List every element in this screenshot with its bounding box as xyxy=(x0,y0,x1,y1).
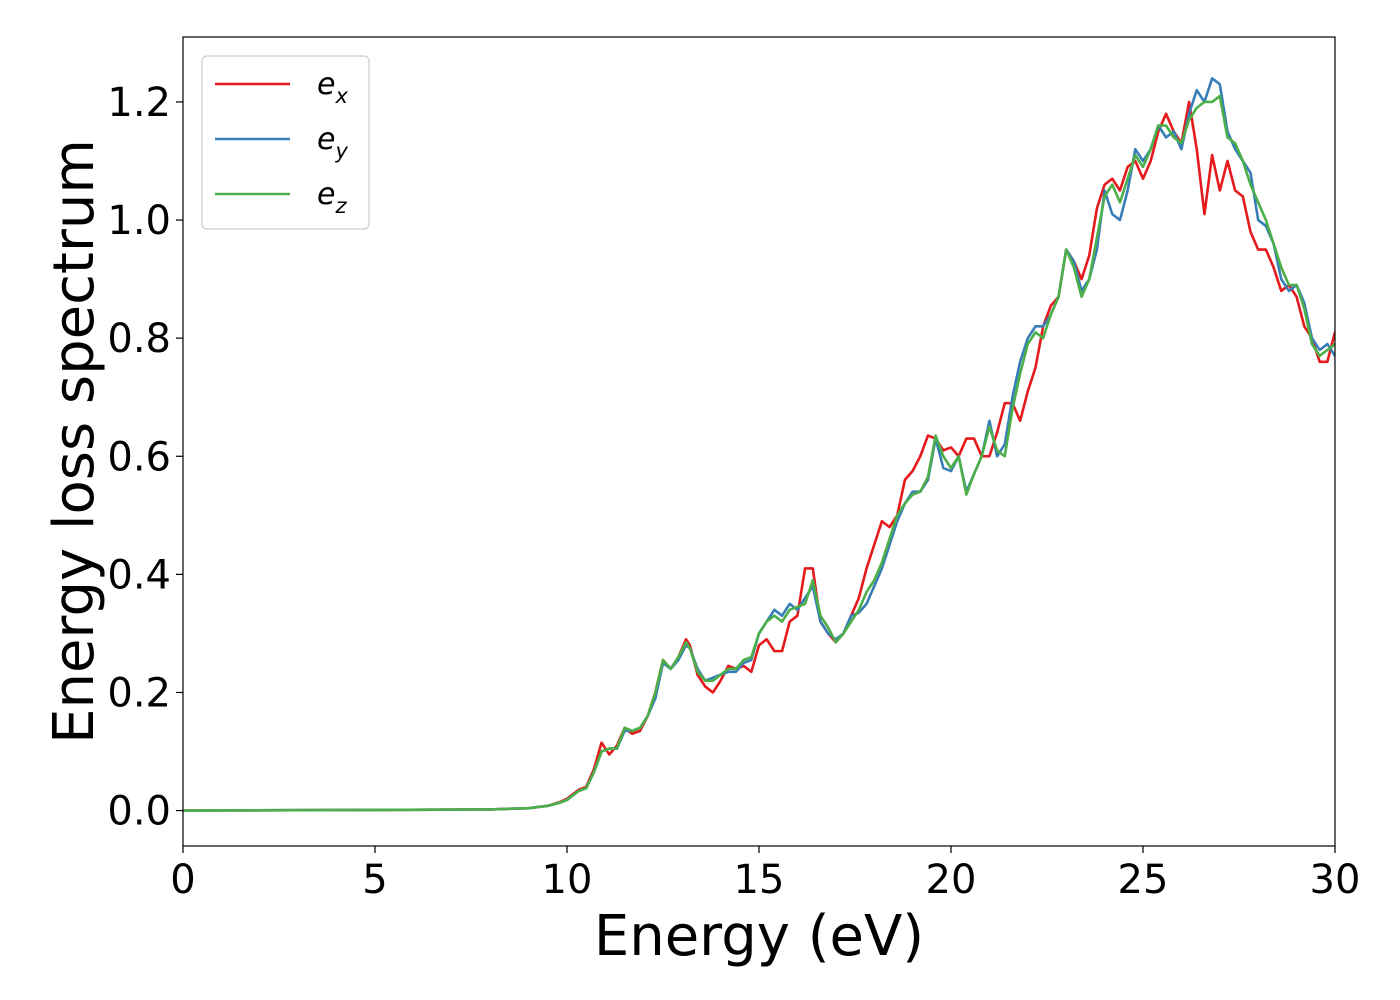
legend-label-y: ey xyxy=(317,122,348,163)
y-tick-label: 0.4 xyxy=(107,552,171,598)
legend-label-z: ez xyxy=(317,177,347,218)
y-tick-label: 0.6 xyxy=(107,434,171,480)
x-tick-label: 10 xyxy=(542,857,593,903)
x-tick-label: 20 xyxy=(926,857,977,903)
ticks-layer: 0 5 10 15 20 25 30 0.0 0.2 0.4 0.6 0.8 1.0 1.2 xyxy=(107,80,1360,903)
x-tick-label: 5 xyxy=(362,857,387,903)
legend-label-x: ex xyxy=(317,67,348,108)
y-tick-label: 0.2 xyxy=(107,670,171,716)
y-tick-label: 0.8 xyxy=(107,316,171,362)
legend: ex ey ez xyxy=(201,55,370,230)
x-axis-label: Energy (eV) xyxy=(594,904,924,969)
x-tick-label: 30 xyxy=(1310,857,1361,903)
y-tick-label: 0.0 xyxy=(107,789,171,835)
x-tick-label: 15 xyxy=(734,857,785,903)
series-layer xyxy=(183,77,1335,812)
x-tick-label: 0 xyxy=(170,857,195,903)
y-tick-label: 1.2 xyxy=(107,80,171,126)
series-line-z xyxy=(183,94,1335,812)
y-axis-label: Energy loss spectrum xyxy=(42,139,107,744)
x-tick-label: 25 xyxy=(1118,857,1169,903)
legend-box xyxy=(201,55,370,230)
y-tick-label: 1.0 xyxy=(107,198,171,244)
